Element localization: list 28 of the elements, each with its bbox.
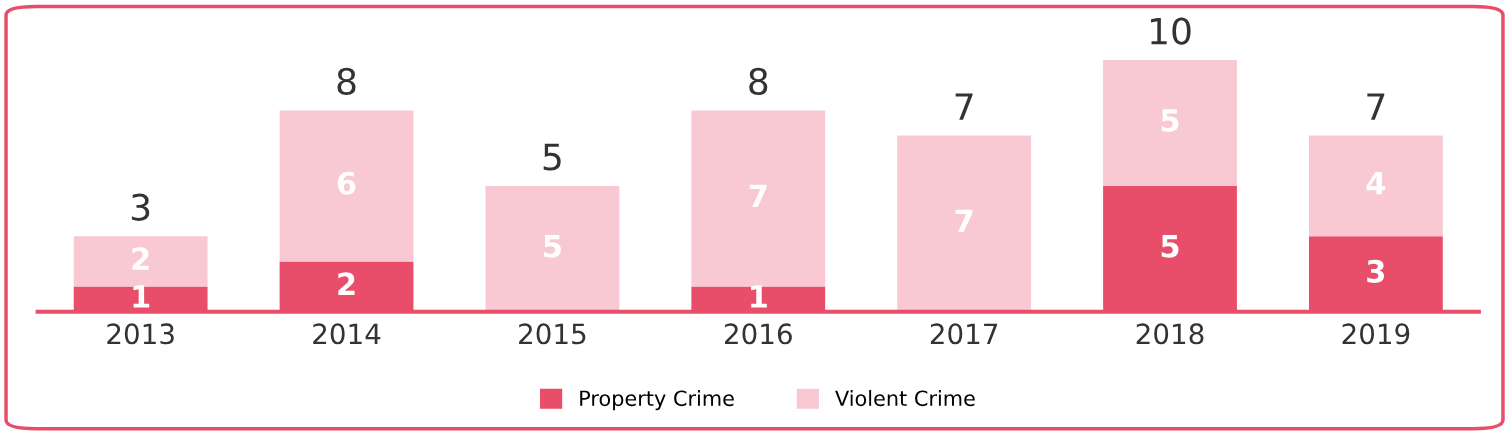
- x-tick-label: 2016: [724, 323, 792, 345]
- total-label: 5: [543, 143, 561, 171]
- x-tick-label: 2017: [930, 323, 998, 345]
- bar: [279, 110, 414, 262]
- bar: [691, 110, 826, 287]
- bar: [73, 236, 208, 287]
- bar: [897, 135, 1032, 312]
- legend-label: Property Crime: [580, 390, 734, 411]
- data-label: 2: [338, 272, 355, 296]
- total-label: 8: [749, 67, 768, 96]
- data-label: 1: [751, 285, 767, 308]
- x-tick-label: 2018: [1136, 323, 1204, 345]
- total-label: 8: [337, 67, 356, 96]
- x-tick-label: 2015: [519, 323, 586, 345]
- data-label: 5: [1161, 235, 1179, 258]
- total-label: 10: [1151, 17, 1191, 45]
- bar: [485, 185, 620, 312]
- x-tick-label: 2014: [313, 323, 381, 345]
- total-label: 7: [955, 93, 973, 120]
- x-tick-label: 2013: [107, 323, 174, 345]
- legend-label: Violent Crime: [835, 390, 975, 407]
- x-tick-label: 2019: [1342, 323, 1410, 345]
- bar: [1308, 135, 1443, 237]
- bar: [1103, 60, 1237, 186]
- total-label: 3: [131, 193, 150, 221]
- data-label: 1: [133, 285, 150, 308]
- total-label: 7: [1367, 93, 1385, 120]
- data-label: 3: [1367, 259, 1385, 283]
